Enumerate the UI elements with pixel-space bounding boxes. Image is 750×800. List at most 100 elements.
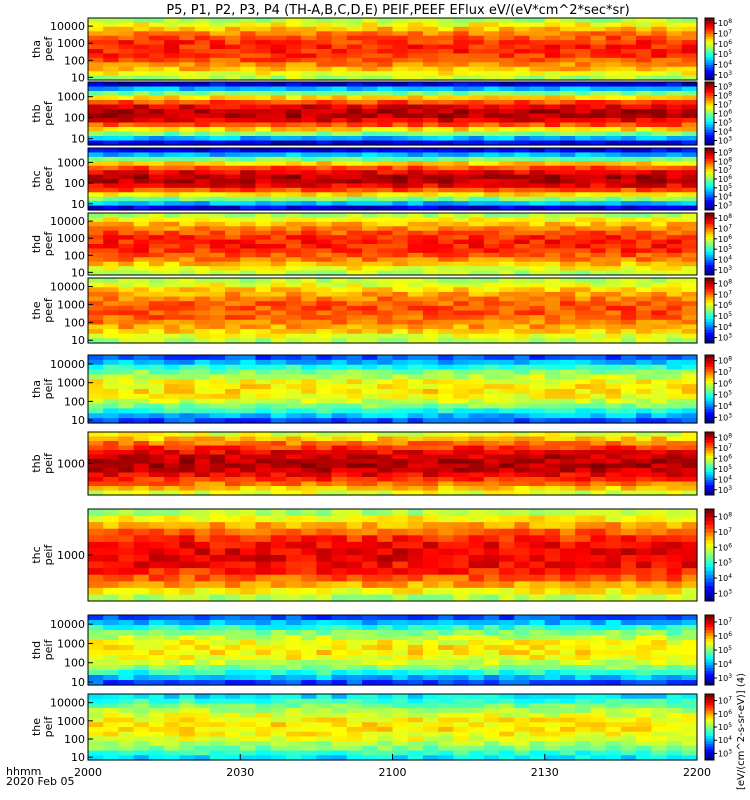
spectrogram-cell [666,165,683,171]
spectrogram-cell [301,179,317,185]
spectrogram-cell [681,113,698,119]
spectrogram-cell [620,66,637,72]
spectrogram-cell [148,75,165,81]
spectrogram-cell [651,393,668,400]
spectrogram-cell [559,156,576,162]
spectrogram-cell [468,261,485,267]
spectrogram-cell [225,468,241,474]
colorbar-segment [705,121,714,125]
spectrogram-cell [529,315,546,321]
spectrogram-cell [301,104,317,110]
spectrogram-cell [88,374,104,380]
colorbar-tick-label: 103 [718,201,732,211]
spectrogram-cell [438,403,454,410]
spectrogram-cell [362,333,378,339]
spectrogram-cell [240,555,257,563]
spectrogram-cell [651,594,668,602]
spectrogram-cell [438,490,454,496]
spectrogram-cell [422,315,439,321]
spectrogram-cell [164,355,180,361]
spectrogram-cell [133,252,150,258]
colorbar-segment [705,414,714,418]
spectrogram-cell [681,226,698,232]
spectrogram-cell [148,71,165,77]
spectrogram-cell [88,509,104,517]
spectrogram-cell [620,127,637,133]
spectrogram-cell [529,22,546,28]
spectrogram-cell [88,118,104,124]
spectrogram-cell [605,333,622,339]
spectrogram-cell [88,136,104,142]
spectrogram-cell [194,201,211,207]
spectrogram-cell [346,594,363,602]
spectrogram-cell [179,136,196,142]
spectrogram-cell [133,486,150,492]
spectrogram-cell [422,248,439,254]
spectrogram-cell [346,127,363,133]
spectrogram-cell [514,450,531,456]
spectrogram-cell [407,217,424,223]
spectrogram-cell [148,91,165,97]
colorbar-segment [705,597,714,602]
spectrogram-cell [666,252,683,258]
colorbar-segment [705,150,714,154]
spectrogram-cell [103,104,120,110]
spectrogram-cell [103,620,120,626]
spectrogram-cell [407,57,424,63]
spectrogram-cell [407,515,424,523]
spectrogram-cell [225,66,241,72]
spectrogram-cell [636,310,652,316]
spectrogram-cell [575,528,592,536]
spectrogram-cell [620,450,637,456]
spectrogram-cell [346,296,363,302]
spectrogram-cell [88,183,104,189]
spectrogram-cell [605,100,622,106]
spectrogram-cell [362,131,378,137]
spectrogram-cell [377,257,394,263]
spectrogram-cell [164,291,180,298]
spectrogram-cell [529,432,546,438]
spectrogram-cell [164,205,180,211]
spectrogram-cell [103,165,120,171]
spectrogram-cell [636,261,652,267]
spectrogram-cell [377,127,394,133]
spectrogram-cell [407,152,424,158]
spectrogram-cell [88,436,104,442]
spectrogram-cell [392,315,409,321]
spectrogram-cell [468,287,485,293]
spectrogram-cell [499,62,515,68]
spectrogram-cell [331,187,348,193]
y-axis-label: peef [42,36,55,62]
spectrogram-cell [422,278,439,284]
spectrogram-cell [544,221,561,227]
spectrogram-cell [103,384,120,390]
spectrogram-cell [483,472,500,478]
spectrogram-cell [225,581,241,589]
spectrogram-cell [194,100,211,106]
spectrogram-cell [316,252,333,258]
spectrogram-cell [468,408,485,414]
spectrogram-cell [148,109,165,115]
spectrogram-cell [346,463,363,469]
spectrogram-cell [636,201,652,207]
spectrogram-cell [133,333,150,339]
spectrogram-cell [301,374,317,380]
spectrogram-cell [666,548,683,556]
spectrogram-cell [103,82,120,88]
spectrogram-cell [179,213,196,219]
spectrogram-cell [164,100,180,106]
spectrogram-cell [438,266,454,272]
spectrogram-cell [392,62,409,68]
spectrogram-cell [179,369,196,376]
spectrogram-cell [362,22,378,28]
spectrogram-cell [118,630,135,636]
spectrogram-cell [209,257,226,263]
spectrogram-cell [651,481,668,487]
y-tick-label: 10000 [50,20,85,33]
y-tick-label: 1000 [57,37,85,50]
spectrogram-cell [544,581,561,589]
spectrogram-cell [240,53,257,59]
spectrogram-cell [209,270,226,276]
spectrogram-cell [331,436,348,442]
spectrogram-cell [194,389,211,395]
